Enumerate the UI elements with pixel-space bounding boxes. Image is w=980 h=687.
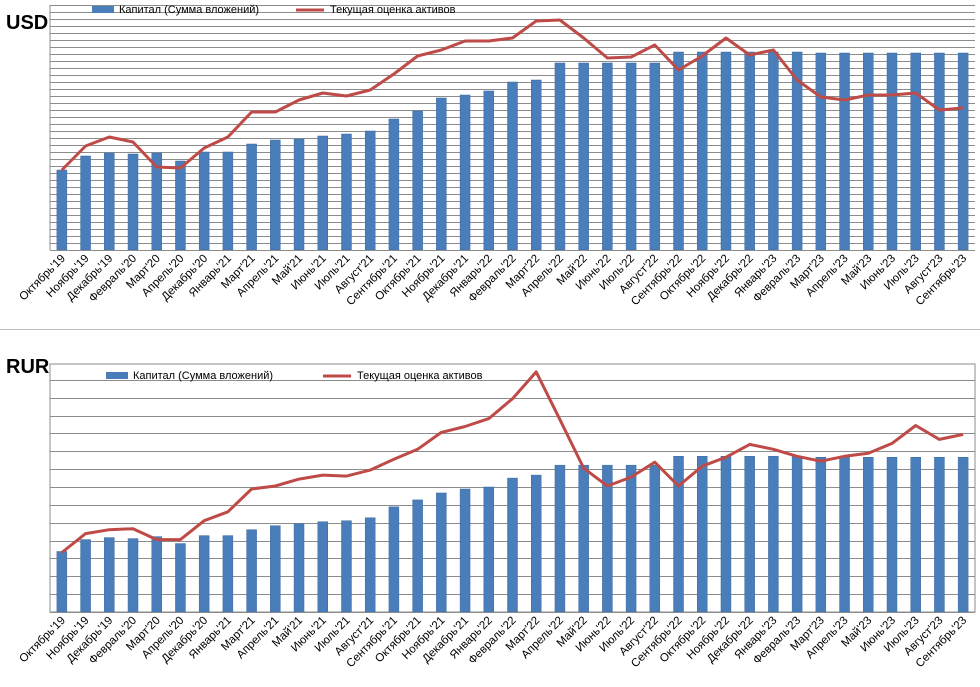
bar bbox=[388, 506, 400, 613]
bar bbox=[127, 538, 139, 613]
bar bbox=[886, 52, 898, 251]
bar bbox=[80, 155, 91, 251]
series-line bbox=[60, 370, 964, 554]
bar bbox=[222, 151, 234, 251]
legend-label-line: Текущая оценка активов bbox=[330, 4, 456, 16]
bar bbox=[863, 456, 874, 613]
bar bbox=[768, 51, 779, 251]
bar bbox=[56, 551, 68, 613]
bar bbox=[459, 94, 471, 251]
bar bbox=[270, 525, 281, 613]
bar bbox=[198, 151, 210, 251]
bar bbox=[578, 464, 589, 613]
bar bbox=[151, 536, 162, 613]
bar bbox=[483, 90, 495, 251]
bar bbox=[673, 456, 684, 613]
series-line bbox=[60, 18, 964, 172]
bar bbox=[863, 52, 874, 251]
legend: Капитал (Сумма вложений) Текущая оценка а… bbox=[92, 4, 456, 16]
bar bbox=[175, 543, 186, 613]
bar bbox=[744, 456, 755, 613]
bar bbox=[910, 52, 921, 251]
bar bbox=[910, 456, 921, 613]
bar bbox=[459, 488, 471, 613]
bar bbox=[412, 499, 423, 613]
bar bbox=[246, 529, 257, 613]
bar bbox=[530, 474, 542, 613]
bar bbox=[720, 51, 732, 251]
bar bbox=[649, 62, 661, 251]
legend-label-bar: Капитал (Сумма вложений) bbox=[133, 370, 273, 382]
bar bbox=[791, 456, 803, 613]
legend-label-line: Текущая оценка активов bbox=[357, 370, 483, 382]
bar bbox=[530, 79, 542, 251]
legend-swatch-bar bbox=[92, 6, 114, 13]
bar bbox=[222, 535, 234, 613]
bar bbox=[697, 51, 708, 251]
bar bbox=[293, 138, 305, 251]
bar bbox=[625, 62, 637, 251]
bar bbox=[293, 523, 305, 613]
bar bbox=[886, 456, 898, 613]
bar bbox=[80, 539, 91, 613]
bar bbox=[815, 52, 827, 251]
chart-1: Октябрь'19Ноябрь'19Декабрь'19Февраль'20М… bbox=[6, 356, 976, 670]
bar bbox=[602, 62, 613, 251]
bar bbox=[246, 143, 257, 251]
bar bbox=[744, 51, 755, 251]
legend-label-bar: Капитал (Сумма вложений) bbox=[119, 4, 259, 16]
bar bbox=[720, 456, 732, 613]
bar bbox=[436, 492, 447, 613]
legend: Капитал (Сумма вложений) Текущая оценка а… bbox=[106, 370, 483, 382]
bar bbox=[317, 521, 328, 613]
bar bbox=[554, 62, 566, 251]
bar bbox=[270, 139, 281, 251]
chart-title: RUR bbox=[6, 356, 50, 378]
bar bbox=[839, 52, 850, 251]
bar bbox=[56, 169, 68, 251]
bar bbox=[104, 537, 115, 613]
bar bbox=[649, 464, 661, 613]
bar bbox=[364, 517, 376, 613]
bar bbox=[388, 118, 400, 251]
bar bbox=[697, 456, 708, 613]
bar bbox=[673, 51, 684, 251]
bar bbox=[412, 110, 423, 251]
bar bbox=[839, 456, 850, 613]
bar bbox=[175, 160, 186, 251]
bar bbox=[127, 153, 139, 251]
bar bbox=[815, 456, 827, 613]
bar bbox=[317, 135, 328, 251]
bar bbox=[436, 97, 447, 251]
bar bbox=[934, 52, 945, 251]
bar bbox=[578, 62, 589, 251]
bar bbox=[957, 52, 969, 251]
chart-0: Октябрь'19Ноябрь'19Декабрь'19Февраль'20М… bbox=[6, 4, 975, 308]
bar bbox=[483, 486, 495, 613]
bar bbox=[768, 456, 779, 613]
legend-swatch-bar bbox=[106, 372, 128, 379]
bar bbox=[341, 133, 352, 251]
bar bbox=[554, 464, 566, 613]
chart-title: USD bbox=[6, 12, 48, 34]
bar bbox=[934, 456, 945, 613]
bar bbox=[507, 81, 518, 251]
bar bbox=[625, 464, 637, 613]
bar bbox=[364, 130, 376, 251]
bar bbox=[507, 477, 518, 613]
bar bbox=[957, 456, 969, 613]
bar bbox=[198, 535, 210, 613]
bar bbox=[341, 520, 352, 613]
bar bbox=[104, 152, 115, 251]
